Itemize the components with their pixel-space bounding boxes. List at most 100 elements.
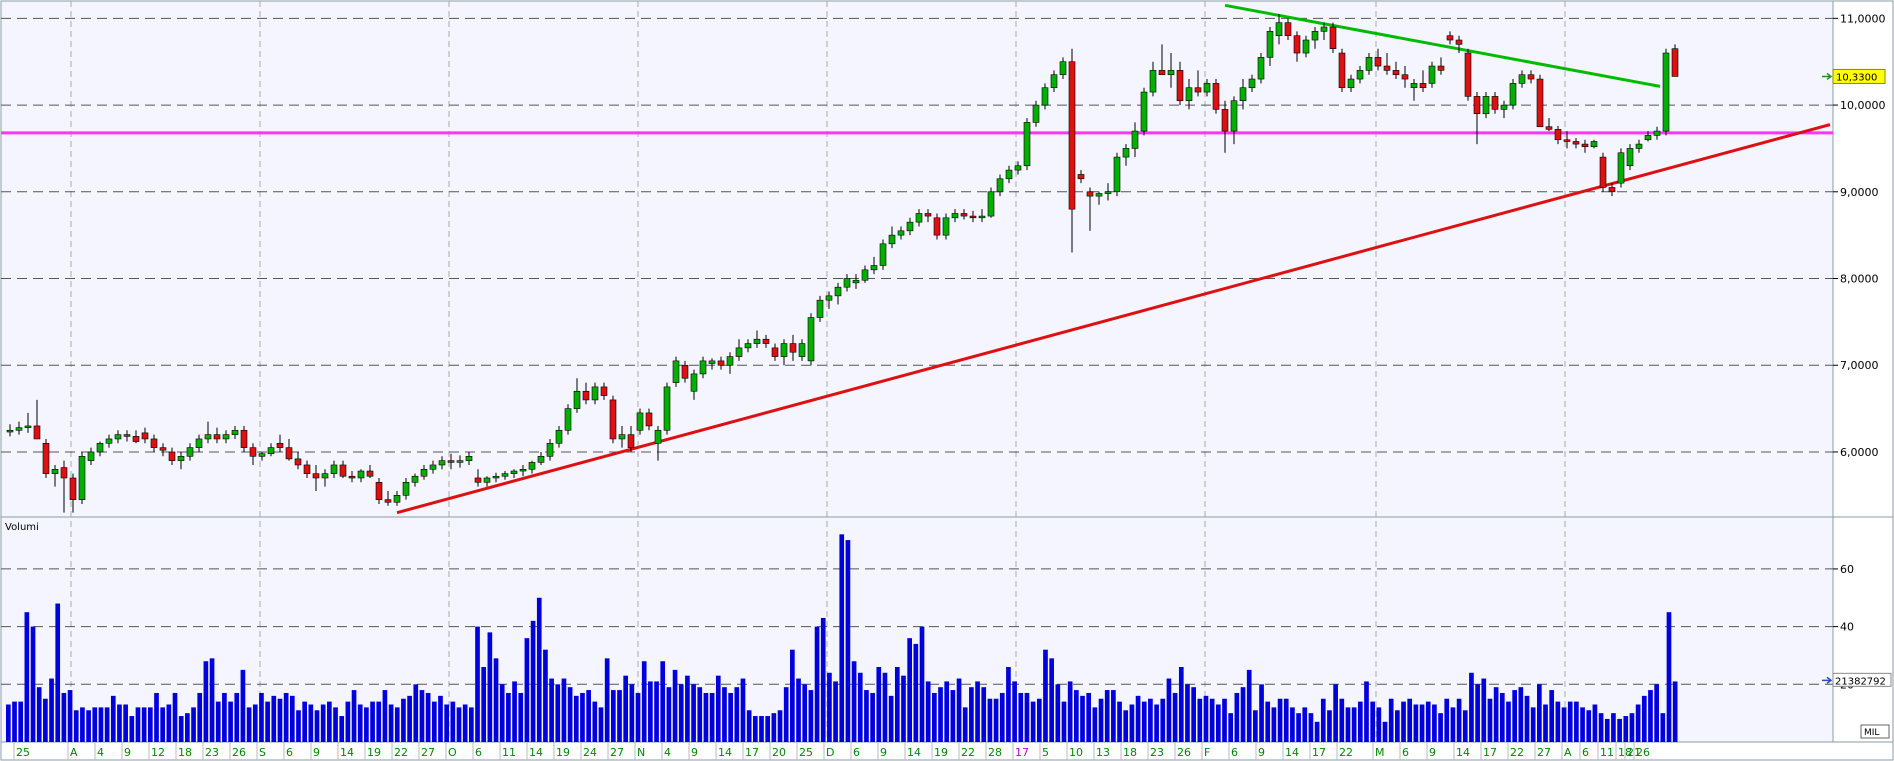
volume-bar: [1456, 698, 1462, 742]
candle-body: [69, 477, 77, 500]
unit-badge: MIL: [1864, 728, 1879, 738]
candle: [249, 443, 257, 465]
candle: [546, 438, 554, 461]
volume-bar: [1592, 704, 1598, 742]
candle: [1527, 70, 1535, 84]
volume-bar: [1499, 692, 1505, 742]
candle-body: [1617, 152, 1625, 184]
volume-bar: [629, 684, 635, 742]
date-tick-label: 11: [502, 746, 516, 759]
volume-bar: [1222, 698, 1227, 742]
candle-body: [1149, 70, 1157, 93]
candle-body: [1239, 87, 1247, 102]
candle: [1077, 170, 1085, 184]
candle-body: [1662, 52, 1670, 132]
volume-bar: [654, 681, 659, 742]
volume-bar: [530, 620, 536, 742]
volume-bar: [1154, 704, 1159, 742]
candle-body: [744, 343, 752, 349]
volume-bar: [1185, 684, 1190, 742]
volume-bar: [1012, 681, 1017, 742]
volume-bar: [388, 704, 394, 742]
price-gridlines: [1, 17, 1833, 453]
candle: [1266, 27, 1274, 67]
candle-body: [1518, 74, 1526, 84]
volume-bar: [1524, 695, 1530, 742]
volume-bar: [55, 603, 61, 742]
candle: [1239, 79, 1247, 110]
volume-bar: [536, 597, 542, 742]
volume-bar: [1580, 707, 1585, 742]
volume-bar: [1234, 692, 1240, 742]
candle-body: [735, 347, 743, 357]
candle: [510, 469, 518, 478]
volume-bar: [1419, 704, 1425, 742]
candle-body: [1050, 74, 1058, 89]
candle: [1068, 48, 1076, 253]
volume-bar: [660, 661, 666, 742]
date-tick-label: 17: [1483, 746, 1497, 759]
candle: [1167, 53, 1175, 88]
candle: [1455, 35, 1463, 54]
candle: [60, 460, 68, 513]
candle: [96, 441, 104, 457]
volume-bar: [1611, 713, 1616, 742]
volume-bar: [703, 692, 709, 742]
candle: [1122, 144, 1130, 166]
candle-body: [798, 343, 806, 357]
candle-body: [1491, 96, 1499, 110]
candle: [1086, 187, 1094, 231]
candle-body: [1203, 83, 1211, 93]
candle: [1320, 22, 1328, 41]
volume-bar: [172, 692, 178, 742]
date-tick-label: D: [826, 746, 834, 759]
volume-bar: [1296, 713, 1301, 742]
candle-body: [483, 477, 491, 483]
date-tick-label: 19: [556, 746, 570, 759]
volume-bar: [86, 710, 91, 742]
date-tick-label: 22: [961, 746, 975, 759]
volume-bar: [1111, 690, 1116, 742]
volume-bar: [1006, 667, 1011, 742]
candle: [780, 339, 788, 366]
candle: [1671, 44, 1679, 77]
candle: [726, 352, 734, 374]
candle-body: [384, 499, 392, 503]
volume-bar: [1055, 684, 1061, 742]
volume-bar: [1462, 710, 1468, 742]
candle: [492, 472, 500, 483]
candle: [1248, 74, 1256, 93]
volume-bar: [586, 690, 591, 742]
volume-bar: [1036, 698, 1042, 742]
volume-bar: [364, 707, 369, 742]
candle: [456, 455, 464, 468]
candle: [114, 430, 122, 444]
candle-body: [717, 360, 725, 366]
candle: [843, 274, 851, 292]
volume-bar: [308, 704, 314, 742]
candle-body: [1392, 70, 1400, 76]
candle-body: [996, 178, 1004, 193]
volume-bar: [475, 626, 480, 742]
volume-bar: [746, 710, 752, 742]
candle: [1275, 14, 1283, 45]
candle-body: [780, 343, 788, 357]
volume-bar: [110, 695, 116, 742]
candle: [717, 356, 725, 370]
volume-bar: [808, 690, 814, 742]
candle-body: [213, 434, 221, 440]
volume-bar: [18, 701, 24, 742]
date-tick-label: 10: [1069, 746, 1083, 759]
candle-body: [1041, 87, 1049, 106]
candle: [1509, 79, 1517, 110]
date-tick-label: 24: [583, 746, 597, 759]
volume-bar: [1586, 710, 1592, 742]
candle-body: [1626, 148, 1634, 167]
candle-body: [33, 425, 41, 440]
candle-body: [789, 343, 797, 353]
volume-bar: [1537, 684, 1542, 742]
candle: [852, 274, 860, 289]
candle-body: [1266, 31, 1274, 58]
candle-body: [600, 386, 608, 396]
candle: [834, 282, 842, 305]
